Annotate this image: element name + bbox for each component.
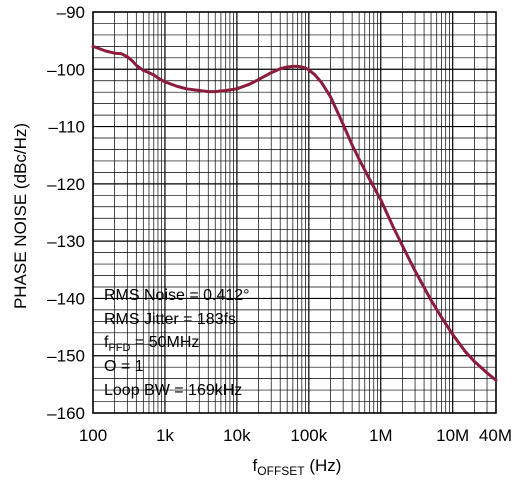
plot-frame (92, 11, 497, 414)
annotation-fpfd-sub: PFD (108, 342, 130, 354)
y-tick-label: –100 (47, 60, 85, 79)
x-axis-label: fOFFSET (Hz) (253, 456, 342, 478)
annotation-fpfd-main: f (104, 334, 109, 351)
x-tick-label: 40M (479, 426, 512, 445)
y-tick-label: –140 (47, 289, 85, 308)
annotation-o: O = 1 (104, 358, 144, 375)
annotation-rms-noise: RMS Noise = 0.412° (104, 287, 250, 304)
x-tick-label: 10M (436, 426, 469, 445)
x-tick-label: 1M (369, 426, 393, 445)
y-tick-label: –90 (57, 3, 85, 22)
y-tick-label: –130 (47, 232, 85, 251)
annotation-rms-jitter: RMS Jitter = 183fs (104, 311, 236, 328)
x-axis-label-sub: OFFSET (257, 464, 305, 478)
annotation-fpfd: fPFD = 50MHz (104, 334, 199, 354)
y-axis-label: PHASE NOISE (dBc/Hz) (11, 123, 30, 309)
x-tick-label: 10k (223, 426, 251, 445)
x-tick-label: 100 (79, 426, 107, 445)
grid-lines (93, 12, 496, 413)
x-axis-label-main: f (253, 456, 258, 475)
annotation-loop-bw: Loop BW = 169kHz (104, 382, 242, 399)
annotation-fpfd-rest: = 50MHz (130, 334, 199, 351)
x-tick-labels: 100 1k 10k 100k 1M 10M 40M (79, 426, 512, 445)
x-axis-label-unit: (Hz) (305, 456, 342, 475)
series-line-0 (91, 44, 498, 382)
y-tick-label: –110 (48, 118, 85, 137)
y-tick-label: –160 (47, 404, 85, 423)
y-tick-label: –150 (47, 347, 85, 366)
y-tick-label: –120 (47, 175, 85, 194)
x-tick-label: 1k (156, 426, 174, 445)
x-tick-label: 100k (290, 426, 327, 445)
y-tick-labels: –90 –100 –110 –120 –130 –140 –150 –160 (47, 3, 85, 423)
series-group (91, 44, 498, 382)
annotation-box: RMS Noise = 0.412° RMS Jitter = 183fs fP… (104, 287, 250, 399)
